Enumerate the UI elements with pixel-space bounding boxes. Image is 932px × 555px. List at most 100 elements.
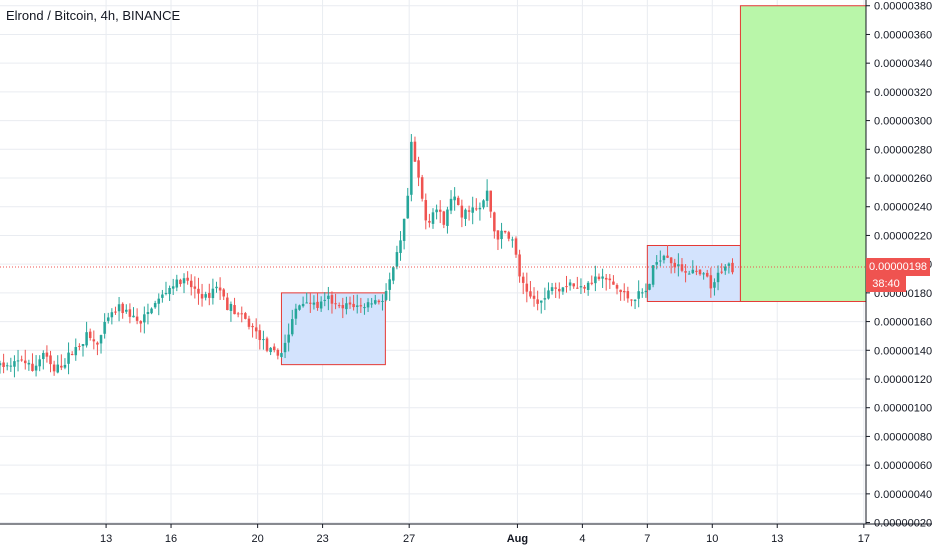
- candle-body: [695, 270, 698, 272]
- y-tick-label: 0.00000040: [874, 489, 932, 501]
- y-tick-label: 0.00000140: [874, 345, 932, 357]
- candle-body: [395, 252, 399, 267]
- candle-body: [96, 342, 99, 345]
- candle-body: [438, 209, 442, 212]
- candle-body: [117, 304, 121, 312]
- y-tick-label: 0.00000060: [874, 460, 932, 472]
- x-tick-label: Aug: [507, 533, 528, 545]
- candle-body: [20, 359, 23, 361]
- candle-body: [684, 271, 687, 273]
- candle-body: [662, 255, 666, 261]
- candle-body: [709, 275, 713, 289]
- candle-body: [648, 283, 651, 290]
- candle-body: [70, 354, 74, 356]
- candle-body: [179, 279, 182, 285]
- candle-body: [500, 230, 503, 240]
- candle-body: [99, 335, 103, 344]
- candle-body: [327, 295, 330, 300]
- candle-body: [251, 325, 254, 328]
- candle-body: [594, 276, 597, 284]
- candle-body: [431, 212, 435, 224]
- candle-body: [2, 362, 5, 367]
- x-tick-label: 17: [858, 533, 870, 545]
- accumulation-zone-1: [280, 292, 386, 366]
- candle-body: [128, 309, 132, 317]
- candle-body: [27, 362, 31, 365]
- candle-body: [208, 292, 211, 298]
- candle-body: [666, 255, 669, 258]
- candle-body: [417, 160, 420, 178]
- candle-body: [348, 302, 352, 305]
- candle-body: [135, 316, 139, 321]
- y-tick-label: 0.00000380: [874, 1, 932, 13]
- candle-body: [583, 286, 586, 289]
- y-tick-label: 0.00000320: [874, 87, 932, 99]
- candle-body: [92, 339, 96, 342]
- candle-body: [673, 262, 677, 268]
- candle-body: [175, 279, 179, 288]
- candle-body: [604, 277, 608, 280]
- candle-body: [60, 365, 63, 368]
- candle-body: [687, 273, 691, 275]
- candle-body: [489, 190, 492, 212]
- candle-body: [254, 327, 258, 332]
- candle-body: [713, 282, 716, 288]
- x-tick-label: 27: [403, 533, 415, 545]
- candle-body: [410, 141, 413, 195]
- x-tick-label: 7: [644, 533, 650, 545]
- candle-body: [276, 349, 280, 356]
- candle-body: [309, 302, 312, 304]
- candle-body: [5, 365, 9, 367]
- candle-body: [388, 279, 391, 290]
- candle-body: [283, 342, 287, 353]
- candle-body: [633, 299, 637, 302]
- candle-body: [413, 141, 417, 162]
- y-tick-label: 0.00000260: [874, 173, 932, 185]
- candle-body: [467, 210, 471, 212]
- candle-body: [42, 352, 45, 360]
- candle-body: [13, 361, 16, 367]
- candle-body: [312, 302, 316, 305]
- candle-body: [539, 300, 543, 303]
- candle-body: [637, 291, 640, 299]
- candle-body: [88, 331, 92, 339]
- candle-body: [67, 352, 70, 364]
- candle-body: [316, 301, 319, 308]
- candle-body: [579, 286, 583, 288]
- candle-body: [496, 230, 500, 240]
- candle-body: [590, 282, 594, 284]
- candle-body: [453, 196, 456, 201]
- candle-body: [518, 254, 521, 277]
- candle-body: [554, 287, 557, 289]
- candle-body: [106, 317, 110, 321]
- candle-body: [193, 286, 197, 289]
- candle-body: [161, 294, 164, 298]
- candle-body: [258, 330, 262, 341]
- candle-body: [168, 287, 171, 295]
- candle-body: [139, 321, 142, 324]
- candle-body: [189, 280, 193, 288]
- candle-body: [63, 364, 67, 368]
- candle-body: [294, 308, 298, 319]
- x-tick-label: 20: [252, 533, 264, 545]
- candle-body: [240, 313, 244, 315]
- candle-body: [720, 271, 723, 273]
- y-tick-label: 0.00000160: [874, 317, 932, 329]
- x-tick-label: 4: [579, 533, 585, 545]
- candle-body: [323, 299, 327, 301]
- candle-body: [399, 240, 402, 253]
- candle-body: [330, 295, 334, 304]
- candle-body: [233, 305, 236, 315]
- candle-body: [150, 308, 153, 314]
- candle-body: [280, 353, 283, 357]
- chart-title: Elrond / Bitcoin, 4h, BINANCE: [6, 8, 181, 23]
- candle-body: [644, 290, 648, 293]
- candle-body: [363, 307, 366, 309]
- candle-body: [49, 355, 52, 365]
- candle-body: [334, 303, 337, 305]
- candle-body: [359, 305, 363, 307]
- candle-body: [114, 311, 117, 313]
- y-tick-label: 0.00000100: [874, 403, 932, 415]
